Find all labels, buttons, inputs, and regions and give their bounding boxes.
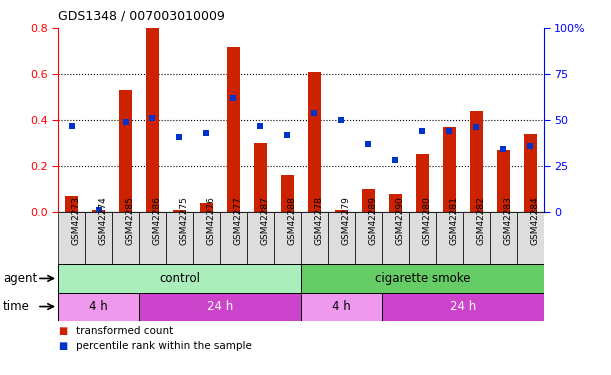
Point	[310, 110, 320, 116]
Point	[120, 119, 130, 125]
Bar	[301, 212, 328, 272]
Point	[67, 123, 76, 129]
Bar	[119, 90, 132, 212]
Bar	[254, 143, 267, 212]
Bar	[274, 212, 301, 272]
Bar	[166, 212, 193, 272]
Text: 24 h: 24 h	[450, 300, 476, 313]
Point	[417, 128, 427, 134]
Bar	[436, 212, 463, 272]
Text: GSM42285: GSM42285	[125, 196, 134, 245]
Bar	[173, 210, 186, 212]
Bar	[58, 212, 85, 272]
Bar	[220, 212, 247, 272]
Text: GSM42274: GSM42274	[98, 196, 108, 245]
Bar	[517, 212, 544, 272]
Text: ■: ■	[58, 326, 67, 336]
Text: transformed count: transformed count	[76, 326, 174, 336]
Bar	[146, 28, 159, 212]
Point	[148, 115, 158, 121]
Text: GSM42286: GSM42286	[153, 196, 161, 245]
Text: GSM42280: GSM42280	[422, 196, 431, 245]
Bar	[193, 212, 220, 272]
Point	[229, 95, 238, 101]
Bar	[308, 72, 321, 212]
Bar	[335, 210, 348, 212]
Point	[444, 128, 454, 134]
Text: GSM42281: GSM42281	[449, 196, 458, 245]
Bar	[58, 264, 301, 292]
Text: GSM42289: GSM42289	[368, 196, 378, 245]
Bar	[470, 111, 483, 212]
Text: 4 h: 4 h	[332, 300, 351, 313]
Point	[202, 130, 211, 136]
Text: GSM42273: GSM42273	[71, 196, 81, 245]
Point	[282, 132, 292, 138]
Text: GSM42284: GSM42284	[530, 196, 540, 245]
Text: GSM42278: GSM42278	[315, 196, 323, 245]
Point	[364, 141, 373, 147]
Bar	[382, 292, 544, 321]
Text: GSM42275: GSM42275	[180, 196, 188, 245]
Bar	[65, 196, 78, 212]
Bar	[58, 292, 139, 321]
Bar	[490, 212, 517, 272]
Text: cigarette smoke: cigarette smoke	[375, 272, 470, 285]
Bar	[442, 127, 456, 212]
Text: GSM42276: GSM42276	[207, 196, 216, 245]
Text: ■: ■	[58, 340, 67, 351]
Text: GSM42277: GSM42277	[233, 196, 243, 245]
Point	[525, 143, 535, 149]
Bar	[85, 212, 112, 272]
Bar	[280, 175, 294, 212]
Text: 4 h: 4 h	[89, 300, 108, 313]
Bar	[301, 264, 544, 292]
Bar	[92, 210, 105, 212]
Bar	[139, 212, 166, 272]
Bar	[389, 194, 402, 212]
Bar	[355, 212, 382, 272]
Point	[337, 117, 346, 123]
Text: 24 h: 24 h	[207, 300, 233, 313]
Bar	[382, 212, 409, 272]
Bar	[139, 292, 301, 321]
Bar	[301, 292, 382, 321]
Text: agent: agent	[3, 272, 37, 285]
Bar	[409, 212, 436, 272]
Bar	[415, 154, 429, 212]
Point	[93, 207, 103, 213]
Text: control: control	[159, 272, 200, 285]
Bar	[497, 150, 510, 212]
Bar	[524, 134, 537, 212]
Point	[472, 124, 481, 130]
Point	[175, 134, 185, 140]
Text: GSM42282: GSM42282	[477, 196, 485, 245]
Text: GSM42290: GSM42290	[395, 196, 404, 245]
Bar	[328, 212, 355, 272]
Bar	[112, 212, 139, 272]
Text: GSM42288: GSM42288	[287, 196, 296, 245]
Text: GSM42287: GSM42287	[260, 196, 269, 245]
Point	[499, 146, 508, 152]
Bar	[247, 212, 274, 272]
Text: GDS1348 / 007003010009: GDS1348 / 007003010009	[58, 9, 225, 22]
Text: time: time	[3, 300, 30, 313]
Point	[390, 158, 400, 164]
Bar	[463, 212, 490, 272]
Text: GSM42279: GSM42279	[342, 196, 350, 245]
Bar	[227, 46, 240, 212]
Text: GSM42283: GSM42283	[503, 196, 512, 245]
Bar	[362, 189, 375, 212]
Bar	[200, 202, 213, 212]
Text: percentile rank within the sample: percentile rank within the sample	[76, 340, 252, 351]
Point	[255, 123, 265, 129]
